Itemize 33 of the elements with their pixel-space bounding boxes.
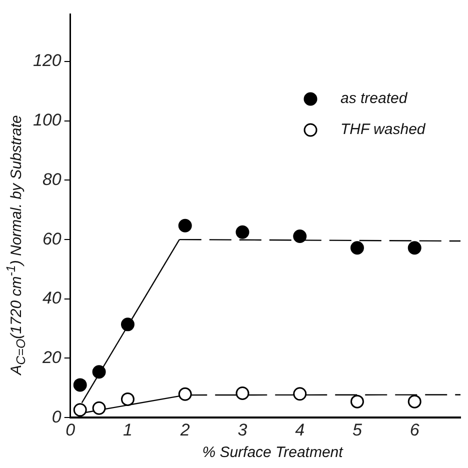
x-tick-label: 2 — [179, 420, 190, 440]
point — [293, 387, 307, 401]
point — [236, 225, 250, 239]
y-tick-label: 0 — [52, 407, 62, 426]
point — [408, 394, 422, 408]
x-tick-label: 6 — [410, 420, 420, 440]
point — [178, 218, 192, 232]
point — [293, 230, 307, 244]
x-tick-label: 4 — [295, 420, 305, 440]
point — [92, 365, 106, 379]
y-tick-label: 40 — [42, 288, 62, 308]
point — [120, 318, 134, 332]
x-axis-title: % Surface Treatment — [201, 444, 344, 461]
point — [236, 386, 250, 400]
y-tick-label: 20 — [41, 348, 62, 367]
x-tick-label: 1 — [123, 420, 132, 440]
y-tick-label: 60 — [42, 229, 62, 248]
point — [350, 241, 364, 255]
y-tick-label: 120 — [32, 51, 62, 70]
y-tick-label: 80 — [42, 170, 62, 189]
x-tick-label: 0 — [66, 420, 76, 440]
point — [178, 387, 192, 401]
legend-label: as treated — [340, 90, 408, 108]
x-tick-label: 5 — [352, 420, 362, 440]
legend-label: THF washed — [340, 121, 426, 138]
y-tick-label: 100 — [32, 110, 62, 130]
point — [408, 241, 422, 255]
point — [92, 401, 106, 415]
x-tick-label: 3 — [238, 420, 248, 440]
point — [350, 394, 364, 408]
point — [73, 378, 87, 392]
point — [73, 403, 87, 417]
point — [120, 392, 134, 406]
